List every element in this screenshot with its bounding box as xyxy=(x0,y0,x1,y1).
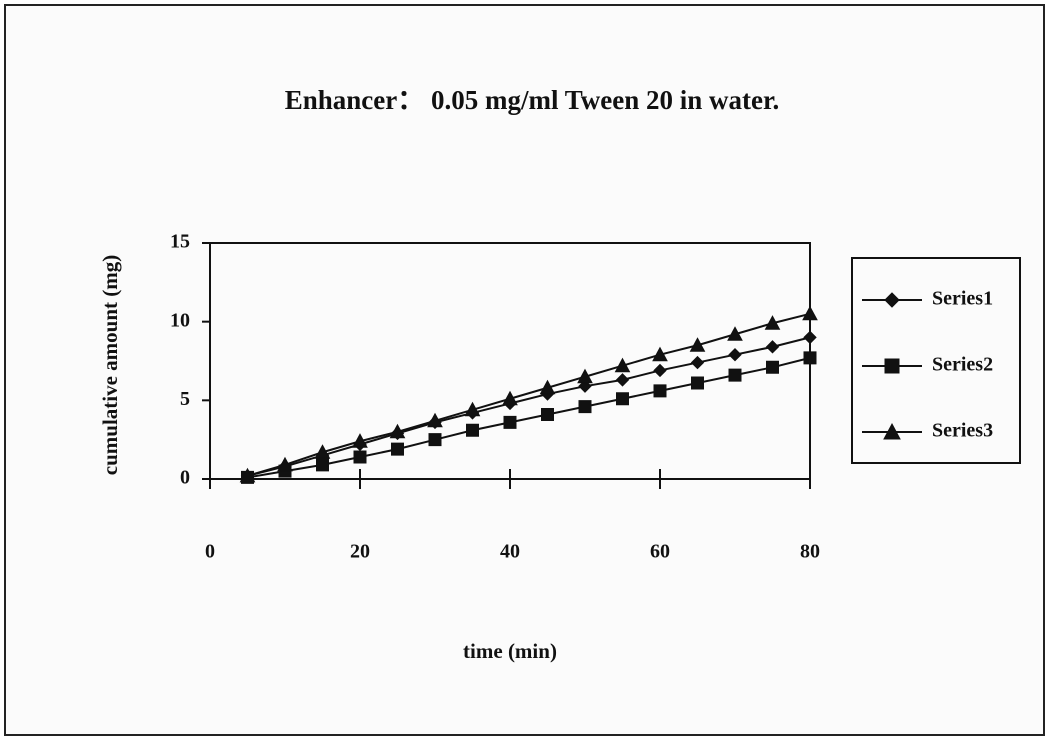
data-point xyxy=(539,379,556,395)
data-point xyxy=(728,368,742,382)
legend-label: Series1 xyxy=(932,288,993,310)
data-point xyxy=(691,376,704,390)
data-point xyxy=(653,363,667,378)
data-point xyxy=(577,368,593,384)
data-point xyxy=(616,392,629,406)
data-point xyxy=(391,442,404,456)
chart-title: Enhancer： 0.05 mg/ml Tween 20 in water. xyxy=(285,85,780,115)
legend-label: Series3 xyxy=(932,420,993,442)
data-point xyxy=(314,444,331,459)
x-tick-label: 40 xyxy=(500,541,520,563)
x-tick-label: 20 xyxy=(350,541,370,563)
y-tick-label: 10 xyxy=(170,309,190,331)
data-point xyxy=(389,423,406,439)
x-tick-label: 60 xyxy=(650,541,670,563)
data-point xyxy=(765,340,780,354)
legend-marker xyxy=(884,358,900,374)
y-tick-label: 0 xyxy=(180,467,190,489)
data-point xyxy=(239,467,256,483)
y-tick-label: 15 xyxy=(170,231,190,253)
data-point xyxy=(727,326,743,341)
data-point xyxy=(766,360,779,374)
data-point xyxy=(689,337,706,352)
data-point xyxy=(353,450,367,464)
x-axis-label: time (min) xyxy=(463,639,557,663)
series-line xyxy=(247,356,811,479)
data-point xyxy=(503,415,517,429)
y-axis-label: cumulative amount (mg) xyxy=(98,255,122,475)
data-point xyxy=(652,346,668,362)
data-point xyxy=(541,407,554,421)
data-point xyxy=(352,433,368,448)
data-point xyxy=(466,423,479,437)
data-point xyxy=(615,373,630,387)
legend-marker xyxy=(883,422,901,440)
data-point xyxy=(427,412,443,428)
data-point xyxy=(464,401,481,417)
legend-label: Series2 xyxy=(932,354,993,376)
frame xyxy=(4,4,1045,736)
legend-box xyxy=(851,257,1021,464)
data-point xyxy=(428,433,442,447)
series-line xyxy=(247,312,811,477)
data-point xyxy=(277,456,293,472)
data-point xyxy=(803,351,817,365)
data-point xyxy=(690,355,705,370)
data-point xyxy=(802,305,818,321)
data-point xyxy=(614,357,631,373)
legend-marker xyxy=(884,292,900,308)
data-point xyxy=(653,384,667,398)
data-point xyxy=(728,347,742,362)
data-point xyxy=(764,315,781,330)
data-point xyxy=(578,400,592,414)
x-tick-label: 80 xyxy=(800,541,820,563)
y-tick-label: 5 xyxy=(180,388,190,410)
data-point xyxy=(502,390,518,406)
data-point xyxy=(578,379,592,393)
data-point xyxy=(316,458,329,472)
series-line xyxy=(247,336,811,477)
x-tick-label: 0 xyxy=(205,541,215,563)
data-point xyxy=(803,330,817,345)
